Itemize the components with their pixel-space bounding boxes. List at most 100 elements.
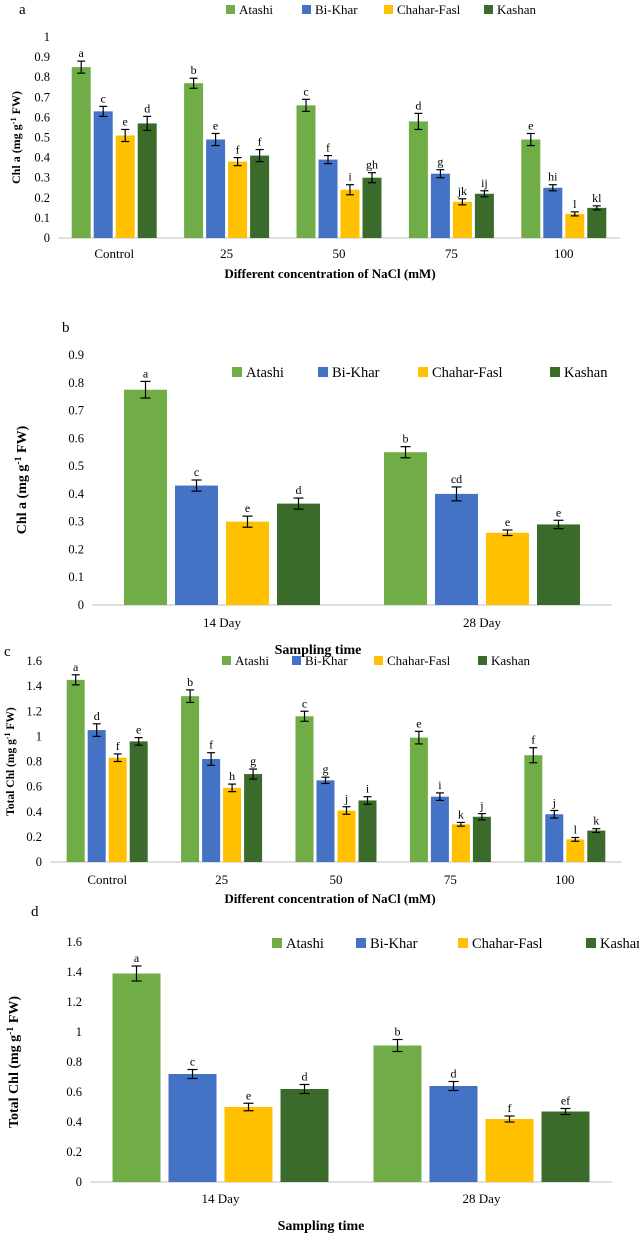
y-tick-label: 0.3 <box>68 515 84 529</box>
x-tick-label: 25 <box>215 872 228 887</box>
y-tick-label: 0.3 <box>34 171 50 185</box>
y-axis-title-rest: FW) <box>15 425 30 456</box>
y-tick-label: 0.9 <box>34 50 50 64</box>
significance-letter: l <box>574 823 578 837</box>
bar-chahar-fasl-1 <box>486 532 529 605</box>
bar-kashan-1 <box>244 774 263 862</box>
legend-swatch-atashi <box>226 5 235 14</box>
legend-label-kashan: Kashan <box>491 653 530 668</box>
significance-letter: a <box>134 951 140 965</box>
y-axis-title: Total Chl (mg g-1 FW) <box>3 707 17 816</box>
significance-letter: i <box>438 778 442 792</box>
significance-letter: f <box>326 141 330 155</box>
significance-letter: e <box>245 501 250 515</box>
significance-letter: hi <box>548 170 558 184</box>
chart-panel-c: c 0 0.2 0.4 0.6 0.8 1 1.2 1.4 1.6 a d f e Control b f h g 2… <box>3 644 622 906</box>
significance-letter: f <box>508 1101 512 1115</box>
bar-kashan-1 <box>541 1111 590 1182</box>
significance-letter: f <box>209 738 213 752</box>
bar-bi-khar-0 <box>93 111 113 238</box>
legend-label-bi-khar: Bi-Khar <box>305 653 348 668</box>
bar-bi-khar-1 <box>429 1086 478 1182</box>
legend-label-chahar-fasl: Chahar-Fasl <box>397 2 461 17</box>
legend-swatch-bi-khar <box>356 938 366 948</box>
legend-swatch-atashi <box>222 656 231 665</box>
x-tick-label: 50 <box>330 872 343 887</box>
y-axis-title-main: Chl a (mg g <box>9 124 23 184</box>
y-tick-label: 1 <box>76 1025 82 1039</box>
y-axis-title-main: Total Chl (mg g <box>7 1035 22 1128</box>
significance-letter: jk <box>457 184 467 198</box>
x-tick-label: 28 Day <box>463 1191 501 1206</box>
x-tick-label: 50 <box>333 246 346 261</box>
bar-atashi-2 <box>295 716 314 862</box>
chart-panel-b: b 0 0.1 0.2 0.3 0.4 0.5 0.6 0.7 0.8 0.9 a c e d 14 Day b… <box>13 320 612 658</box>
bar-atashi-3 <box>408 121 428 238</box>
legend-label-bi-khar: Bi-Khar <box>332 365 380 381</box>
bar-bi-khar-0 <box>175 485 218 605</box>
significance-letter: cd <box>451 472 462 486</box>
x-tick-label: 100 <box>555 872 575 887</box>
y-axis-title-rest: FW) <box>9 91 23 117</box>
y-tick-label: 0.7 <box>34 90 50 104</box>
legend-swatch-bi-khar <box>302 5 311 14</box>
significance-letter: e <box>528 118 533 132</box>
bar-chahar-fasl-4 <box>565 213 585 238</box>
legend-swatch-chahar-fasl <box>458 938 468 948</box>
significance-letter: d <box>415 98 421 112</box>
legend-label-atashi: Atashi <box>286 936 324 952</box>
y-tick-label: 0.8 <box>26 755 42 769</box>
significance-letter: e <box>556 505 561 519</box>
legend-label-kashan: Kashan <box>497 2 536 17</box>
y-tick-label: 1 <box>36 729 42 743</box>
y-tick-label: 0.9 <box>68 348 84 362</box>
y-tick-label: 0.6 <box>34 110 50 124</box>
x-tick-label: 14 Day <box>202 1191 240 1206</box>
y-tick-label: 0.4 <box>34 151 50 165</box>
y-axis-title-main: Chl a (mg g <box>15 465 30 535</box>
significance-letter: kl <box>592 191 602 205</box>
bar-kashan-4 <box>587 830 606 862</box>
y-tick-label: 0.5 <box>34 131 50 145</box>
legend-swatch-chahar-fasl <box>384 5 393 14</box>
y-axis-title: Chl a (mg g-1 FW) <box>9 91 23 184</box>
panel-label: b <box>62 320 70 336</box>
bar-atashi-0 <box>124 389 167 605</box>
bar-chahar-fasl-3 <box>451 824 470 862</box>
x-axis-title: Different concentration of NaCl (mM) <box>224 891 435 906</box>
bar-chahar-fasl-1 <box>485 1119 534 1182</box>
bar-bi-khar-4 <box>545 814 564 862</box>
bar-chahar-fasl-0 <box>226 521 269 605</box>
significance-letter: e <box>505 515 510 529</box>
significance-letter: j <box>479 799 483 813</box>
significance-letter: c <box>194 465 199 479</box>
bar-atashi-0 <box>112 973 161 1182</box>
bar-bi-khar-1 <box>202 758 221 862</box>
y-axis-title-sup: -1 <box>9 117 18 124</box>
significance-letter: c <box>302 696 307 710</box>
legend-label-atashi: Atashi <box>246 365 284 381</box>
y-tick-label: 1.4 <box>66 965 82 979</box>
significance-letter: j <box>552 795 556 809</box>
bar-bi-khar-2 <box>318 159 338 238</box>
legend-label-kashan: Kashan <box>600 936 639 952</box>
y-tick-label: 0.5 <box>68 459 84 473</box>
bar-atashi-1 <box>384 452 427 605</box>
legend-swatch-chahar-fasl <box>374 656 383 665</box>
significance-letter: f <box>236 143 240 157</box>
legend-label-chahar-fasl: Chahar-Fasl <box>432 365 503 381</box>
y-tick-label: 0.4 <box>26 805 42 819</box>
legend-swatch-atashi <box>232 367 242 377</box>
x-axis-title: Different concentration of NaCl (mM) <box>224 266 435 281</box>
x-tick-label: 28 Day <box>463 615 501 630</box>
significance-letter: b <box>403 432 409 446</box>
y-axis-title-main: Total Chl (mg g <box>5 739 17 816</box>
bar-kashan-0 <box>129 741 148 862</box>
y-tick-label: 0.1 <box>34 211 50 225</box>
bar-kashan-1 <box>537 524 580 605</box>
y-axis-title: Chl a (mg g-1 FW) <box>13 425 30 534</box>
y-tick-label: 1.2 <box>26 704 42 718</box>
legend-label-atashi: Atashi <box>239 2 273 17</box>
significance-letter: j <box>344 792 348 806</box>
y-tick-label: 1.6 <box>26 654 42 668</box>
